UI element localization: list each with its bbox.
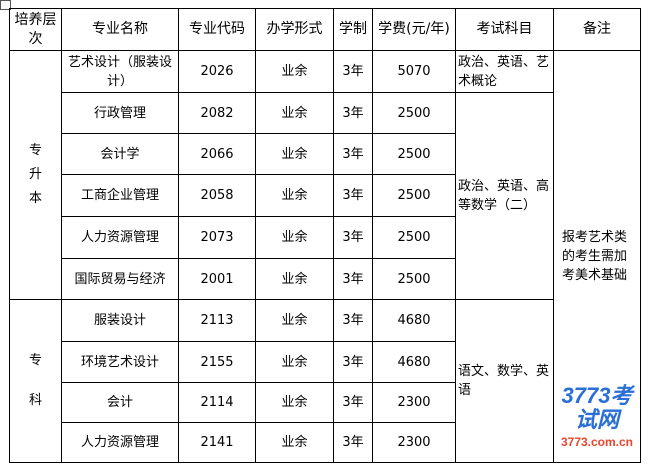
form-cell: 业余 xyxy=(255,216,334,259)
code-cell: 2066 xyxy=(178,133,256,175)
years-cell: 3年 xyxy=(333,133,373,175)
header-fee: 学费(元/年) xyxy=(372,8,456,51)
table-move-handle[interactable] xyxy=(0,0,11,10)
header-row: 培养层次 专业名称 专业代码 办学形式 学制 学费(元/年) 考试科目 备注 xyxy=(9,8,641,51)
code-cell: 2155 xyxy=(178,341,256,383)
header-remark: 备注 xyxy=(553,8,641,51)
years-cell: 3年 xyxy=(333,422,373,463)
fee-cell: 2500 xyxy=(372,216,456,259)
code-cell: 2082 xyxy=(178,92,256,134)
fee-cell: 4680 xyxy=(372,299,456,342)
years-cell: 3年 xyxy=(333,382,373,423)
name-cell: 环境艺术设计 xyxy=(61,341,179,383)
years-cell: 3年 xyxy=(333,258,373,300)
fee-cell: 2300 xyxy=(372,382,456,423)
table-row: 专科 服装设计 2113 业余 3年 4680 语文、数学、英语 xyxy=(9,299,641,463)
header-level: 培养层次 xyxy=(9,8,62,51)
code-cell: 2001 xyxy=(178,258,256,300)
code-cell: 2113 xyxy=(178,299,256,342)
name-cell: 会计 xyxy=(61,382,179,423)
fee-cell: 2500 xyxy=(372,174,456,217)
fee-cell: 4680 xyxy=(372,341,456,383)
fee-cell: 2500 xyxy=(372,258,456,300)
remark-cell: 报考艺术类的考生需加考美术基础 xyxy=(553,50,641,463)
years-cell: 3年 xyxy=(333,299,373,342)
years-cell: 3年 xyxy=(333,341,373,383)
table-row: 会计学 2066 业余 3年 2500 xyxy=(10,133,641,175)
fee-cell: 2500 xyxy=(372,133,456,175)
header-form: 办学形式 xyxy=(255,8,334,51)
header-name: 专业名称 xyxy=(61,8,179,51)
name-cell: 会计学 xyxy=(61,133,179,175)
header-years: 学制 xyxy=(333,8,373,51)
name-cell: 人力资源管理 xyxy=(61,422,179,463)
name-cell: 人力资源管理 xyxy=(61,216,179,259)
years-cell: 3年 xyxy=(333,92,373,134)
table-row: 工商企业管理 2058 业余 3年 2500 xyxy=(10,174,641,217)
fee-cell: 5070 xyxy=(372,50,456,93)
form-cell: 业余 xyxy=(255,174,334,217)
name-cell: 服装设计 xyxy=(61,299,179,342)
form-cell: 业余 xyxy=(255,92,334,134)
form-cell: 业余 xyxy=(255,299,334,342)
years-cell: 3年 xyxy=(333,216,373,259)
years-cell: 3年 xyxy=(333,174,373,217)
form-cell: 业余 xyxy=(255,258,334,300)
code-cell: 2073 xyxy=(178,216,256,259)
level-cell: 专科 xyxy=(9,299,62,463)
watermark-logo: 3773考试网 xyxy=(561,383,633,432)
form-cell: 业余 xyxy=(255,422,334,463)
form-cell: 业余 xyxy=(255,50,334,93)
level-label: 专科 xyxy=(28,353,42,408)
level-cell: 专升本 xyxy=(9,50,62,300)
table-row: 行政管理 2082 业余 3年 2500 政治、英语、高等数学（二） xyxy=(10,92,641,300)
exam-cell: 政治、英语、高等数学（二） xyxy=(455,92,554,300)
form-cell: 业余 xyxy=(255,382,334,423)
form-cell: 业余 xyxy=(255,341,334,383)
header-code: 专业代码 xyxy=(178,8,256,51)
level-label: 专升本 xyxy=(28,143,42,206)
form-cell: 业余 xyxy=(255,133,334,175)
admissions-table: 培养层次 专业名称 专业代码 办学形式 学制 学费(元/年) 考试科目 备注 专… xyxy=(9,8,641,463)
exam-cell: 政治、英语、艺术概论 xyxy=(455,50,554,93)
code-cell: 2114 xyxy=(178,382,256,423)
fee-cell: 2300 xyxy=(372,422,456,463)
name-cell: 行政管理 xyxy=(61,92,179,134)
name-cell: 艺术设计（服装设计） xyxy=(61,50,179,93)
name-cell: 国际贸易与经济 xyxy=(61,258,179,300)
code-cell: 2026 xyxy=(178,50,256,93)
code-cell: 2058 xyxy=(178,174,256,217)
watermark-url: 3773.com.cn xyxy=(560,435,634,449)
name-cell: 工商企业管理 xyxy=(61,174,179,217)
table-row: 人力资源管理 2141 业余 3年 2300 xyxy=(10,422,641,463)
fee-cell: 2500 xyxy=(372,92,456,134)
exam-cell: 语文、数学、英语 xyxy=(455,299,554,463)
header-exam: 考试科目 xyxy=(455,8,554,51)
years-cell: 3年 xyxy=(333,50,373,93)
table-row: 专升本 艺术设计（服装设计） 2026 业余 3年 5070 政治、英语、艺术概… xyxy=(9,50,641,463)
code-cell: 2141 xyxy=(178,422,256,463)
watermark: 3773考试网 3773.com.cn xyxy=(557,384,637,450)
